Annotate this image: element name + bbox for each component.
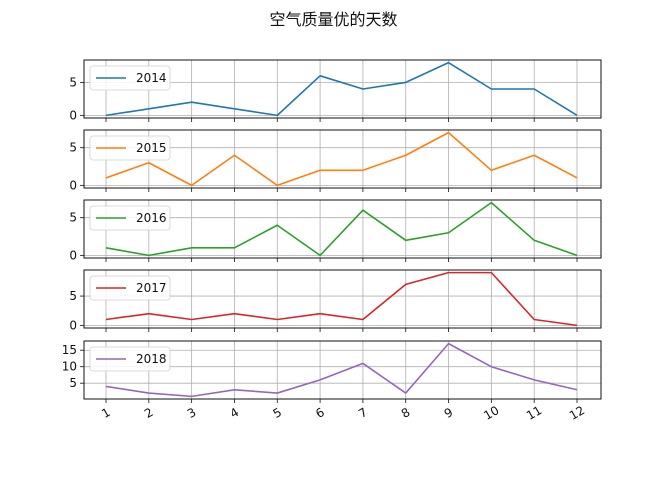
legend-box	[89, 65, 171, 91]
x-tick-label: 8	[399, 405, 413, 421]
x-tick-label: 12	[567, 403, 587, 423]
y-tick-label: 0	[69, 178, 77, 192]
y-tick-label: 0	[69, 248, 77, 262]
x-tick-label: 5	[270, 405, 284, 421]
x-tick-label: 10	[481, 403, 501, 423]
axes-frame	[83, 340, 602, 400]
subplot-2016: 0 5 2016	[69, 199, 602, 262]
y-tick-label: 5	[69, 211, 77, 225]
subplot-2014: 0 5 2014	[69, 59, 602, 122]
y-tick-label: 5	[69, 376, 77, 390]
legend-label: 2018	[136, 352, 167, 366]
legend: 2014	[89, 65, 171, 91]
x-tick-label: 9	[442, 405, 456, 421]
legend: 2016	[89, 205, 171, 231]
series-line-2016	[105, 201, 578, 257]
series-line-2017	[105, 271, 578, 327]
x-tick-label: 3	[185, 405, 199, 421]
subplot-2018: 5 10 15 2018	[62, 340, 602, 403]
y-tick-label: 0	[69, 318, 77, 332]
y-tick-label: 0	[69, 108, 77, 122]
x-tick-label: 6	[313, 405, 327, 421]
legend-box	[89, 135, 171, 161]
legend: 2018	[89, 346, 171, 372]
series-line-2015	[105, 131, 578, 187]
legend: 2015	[89, 135, 171, 161]
subplot-2015: 0 5 2015	[69, 129, 602, 192]
x-tick-label: 1	[99, 405, 113, 421]
subplot-2017: 0 5 2017	[69, 269, 602, 332]
y-tick-label: 5	[69, 75, 77, 89]
axes-frame	[83, 269, 602, 329]
legend: 2017	[89, 275, 171, 301]
x-tick-label: 11	[524, 403, 544, 423]
legend-box	[89, 205, 171, 231]
x-tick-label: 2	[142, 405, 156, 421]
axes-frame	[83, 59, 602, 119]
y-tick-label: 5	[69, 289, 77, 303]
y-tick-label: 15	[62, 343, 77, 357]
x-tick-label: 4	[228, 405, 242, 421]
series-line-2014	[105, 61, 578, 117]
y-tick-label: 5	[69, 141, 77, 155]
y-tick-label: 10	[62, 360, 77, 374]
legend-label: 2014	[136, 71, 167, 85]
series-line-2018	[105, 342, 578, 398]
chart-title: 空气质量优的天数	[269, 10, 398, 29]
axes-frame	[83, 129, 602, 189]
legend-label: 2017	[136, 281, 167, 295]
x-tick-label: 7	[356, 405, 370, 421]
legend-box	[89, 346, 171, 372]
legend-box	[89, 275, 171, 301]
legend-label: 2016	[136, 211, 167, 225]
axes-frame	[83, 199, 602, 259]
legend-label: 2015	[136, 141, 167, 155]
